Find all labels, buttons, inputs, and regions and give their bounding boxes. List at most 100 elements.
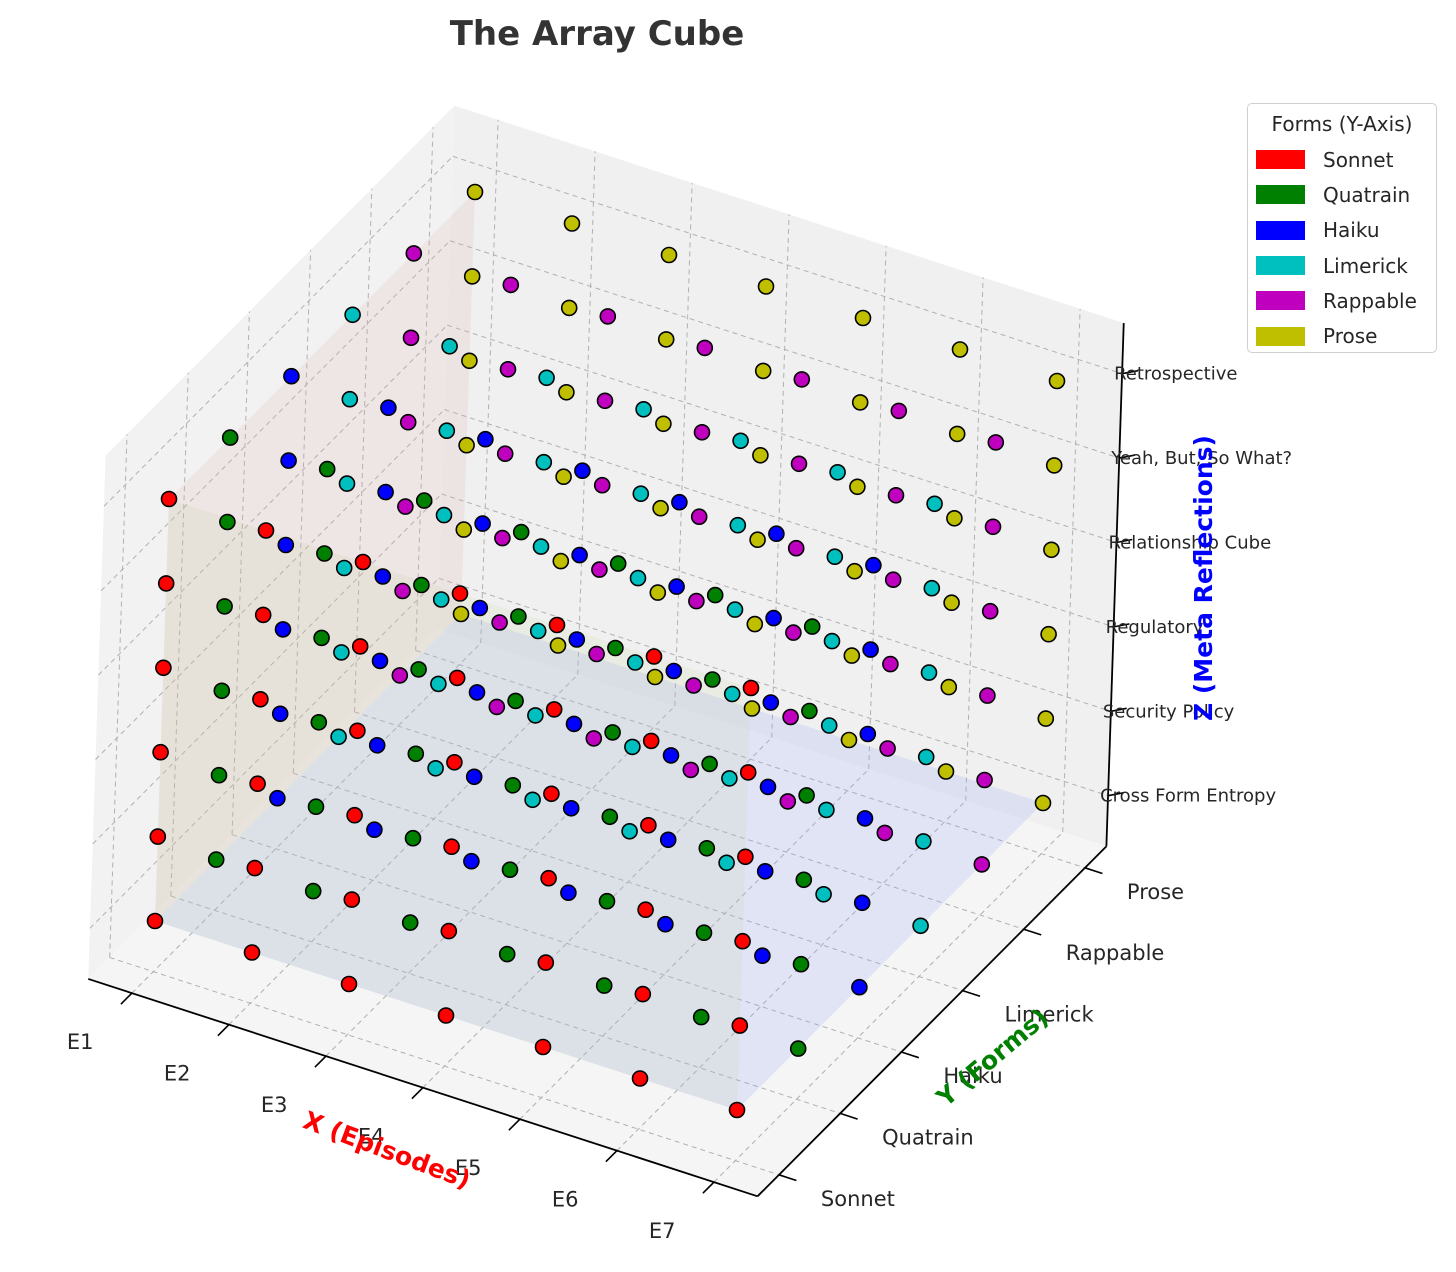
- data-point: [948, 425, 966, 443]
- data-point: [609, 555, 627, 572]
- data-point: [535, 453, 553, 471]
- data-point: [438, 422, 456, 440]
- data-point: [696, 339, 714, 357]
- data-point: [598, 892, 616, 910]
- data-point: [549, 637, 567, 654]
- data-point: [540, 869, 557, 887]
- z-tick: [1107, 791, 1125, 797]
- data-point: [548, 616, 566, 634]
- data-point: [682, 761, 700, 779]
- data-point: [803, 618, 821, 635]
- data-point: [216, 598, 233, 615]
- z-tick: [1116, 538, 1133, 544]
- y-tick-label: Quatrain: [882, 1125, 974, 1149]
- data-point: [501, 861, 519, 879]
- data-point: [532, 538, 550, 555]
- legend-item-sonnet: Sonnet: [1248, 142, 1436, 177]
- data-point: [840, 731, 858, 749]
- data-point: [427, 759, 444, 777]
- data-point: [731, 1017, 749, 1034]
- data-point: [987, 434, 1005, 451]
- data-point: [604, 724, 621, 741]
- legend-label: Haiku: [1323, 218, 1380, 243]
- grid-line: [109, 956, 780, 1176]
- z-tick-label: Relationship Cube: [1108, 532, 1271, 553]
- grid-line: [415, 649, 1086, 869]
- data-point: [981, 602, 999, 620]
- data-point: [660, 246, 678, 264]
- data-point: [221, 429, 239, 446]
- data-point: [410, 661, 427, 678]
- y-tick: [962, 989, 981, 998]
- data-point: [640, 816, 657, 834]
- z-tick-label: Retrospective: [1114, 364, 1237, 385]
- data-point: [465, 768, 483, 786]
- data-point: [524, 791, 541, 809]
- data-point: [441, 337, 458, 355]
- data-point: [394, 582, 411, 600]
- data-point: [637, 901, 654, 919]
- data-point: [1048, 372, 1066, 390]
- tick-marks: [120, 369, 1139, 1194]
- x-axis-label: X (Episodes): [299, 1106, 474, 1195]
- data-point: [692, 1008, 710, 1026]
- data-point: [854, 309, 872, 327]
- data-point: [401, 914, 419, 931]
- data-point: [371, 652, 389, 670]
- legend-label: Prose: [1323, 324, 1378, 349]
- data-point: [458, 436, 475, 454]
- data-point: [884, 571, 902, 589]
- data-point: [915, 833, 932, 850]
- data-point: [343, 891, 361, 908]
- data-point: [504, 776, 522, 794]
- data-point: [333, 644, 350, 661]
- x-tick-label: E7: [649, 1219, 676, 1243]
- data-point: [851, 394, 869, 411]
- data-point: [446, 753, 463, 771]
- data-point: [793, 371, 811, 388]
- data-point: [826, 548, 844, 566]
- legend-label: Quatrain: [1323, 182, 1411, 207]
- data-point: [452, 605, 470, 623]
- grid-line: [109, 434, 128, 958]
- data-point: [746, 615, 764, 633]
- data-point: [304, 882, 322, 900]
- data-point: [349, 722, 366, 740]
- data-point: [629, 569, 647, 587]
- data-point: [912, 917, 929, 935]
- grid-line: [674, 182, 693, 707]
- data-point: [634, 985, 652, 1003]
- grid-line: [97, 324, 448, 676]
- data-point: [468, 684, 486, 701]
- data-point: [785, 624, 802, 641]
- legend-label: Rappable: [1323, 288, 1417, 313]
- data-point: [976, 771, 993, 789]
- data-point: [795, 871, 813, 889]
- data-point: [313, 629, 330, 647]
- data-point: [690, 508, 708, 526]
- data-point: [499, 360, 517, 378]
- z-tick: [1121, 369, 1139, 375]
- x-tick-label: E6: [552, 1187, 579, 1211]
- x-tick: [411, 1087, 424, 1100]
- data-point: [219, 513, 236, 531]
- data-point: [277, 536, 295, 554]
- data-point: [635, 400, 652, 418]
- grid-line: [95, 409, 445, 760]
- data-point: [252, 690, 269, 708]
- data-point: [455, 521, 473, 538]
- data-point: [543, 785, 560, 803]
- data-point: [762, 694, 780, 711]
- data-point: [973, 856, 991, 873]
- data-point: [488, 698, 506, 716]
- data-point: [790, 455, 808, 473]
- data-point: [789, 1040, 807, 1057]
- data-point: [207, 851, 225, 868]
- data-point: [693, 423, 711, 441]
- data-point: [734, 932, 751, 950]
- data-point: [607, 639, 624, 657]
- data-point: [754, 947, 771, 965]
- data-point: [402, 329, 420, 347]
- data-point: [152, 743, 169, 761]
- data-point: [879, 740, 896, 757]
